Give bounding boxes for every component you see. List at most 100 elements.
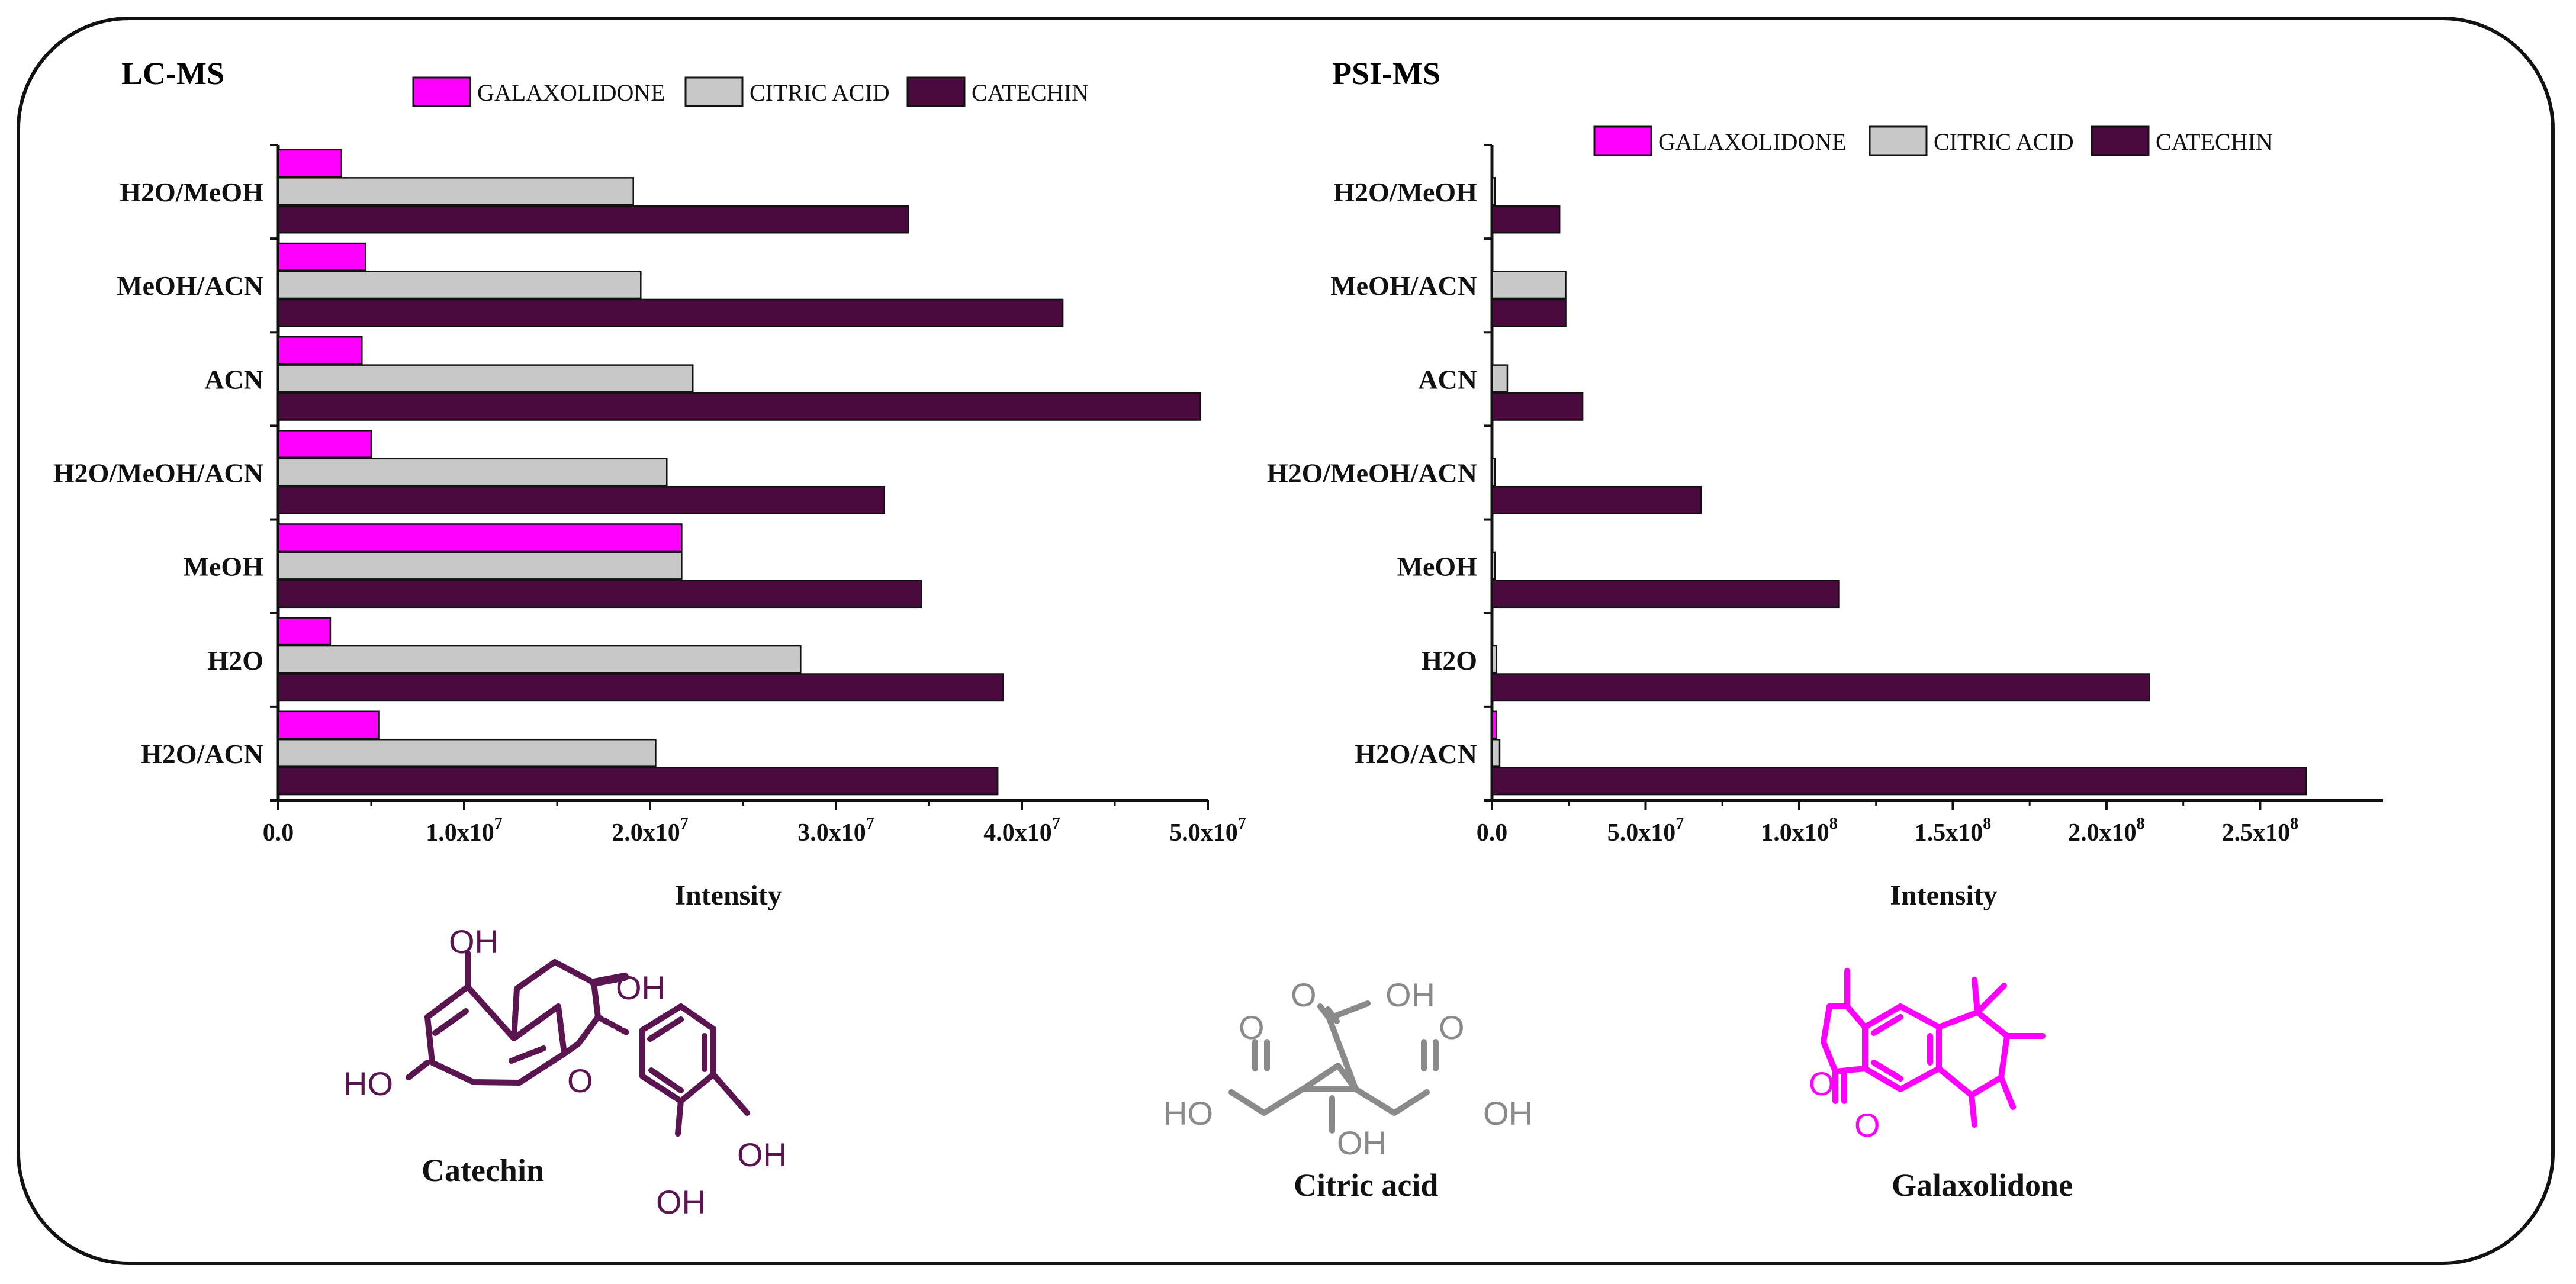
lcms-bar-citric-acid-meoh-acn — [277, 271, 642, 300]
lcms-panel: LC-MS GALAXOLIDONE CITRIC ACID CATECHIN … — [53, 56, 1246, 911]
lcms-x-tick-label-base: 1.0x10 — [426, 819, 494, 847]
lcms-bar-galaxolidone-h2o-meoh-acn — [277, 430, 372, 459]
catechin-oh-bottom-label: OH — [656, 1183, 706, 1221]
psims-x-tick-label-exponent: 8 — [1829, 815, 1838, 833]
psims-x-tick-label-base: 0.0 — [1477, 819, 1508, 847]
psims-x-tick-label-base: 2.0x10 — [2068, 819, 2137, 847]
lcms-x-tick-label-exponent: 7 — [1052, 815, 1060, 833]
catechin-structure: OH OH HO O OH OH Catechin — [343, 923, 787, 1221]
psims-x-tick-label-exponent: 8 — [1983, 815, 1991, 833]
psims-bar-catechin-h2o-meoh — [1491, 205, 1561, 234]
lcms-category-label-h2o-meoh: H2O/MeOH — [120, 177, 263, 207]
lcms-bar-citric-acid-h2o — [277, 645, 802, 674]
citric-oh-right-label: OH — [1483, 1095, 1533, 1132]
lcms-category-label-h2o-acn: H2O/ACN — [141, 739, 263, 769]
psims-bar-catechin-h2o-acn — [1491, 767, 2307, 796]
catechin-b-ring-double-bonds — [647, 1016, 707, 1093]
psims-bar-catechin-h2o — [1491, 673, 2150, 702]
citric-o-left-label: O — [1239, 1009, 1265, 1046]
psims-bar-catechin-acn — [1491, 392, 1584, 421]
catechin-ho-left-label: HO — [343, 1065, 393, 1102]
psims-legend-swatch-citric-acid — [1869, 125, 1928, 156]
citric-top-acid — [1317, 1000, 1371, 1024]
galaxolidone-benzene-double-bonds — [1871, 1014, 1933, 1082]
lcms-category-label-meoh: MeOH — [184, 552, 264, 582]
psims-category-label-meoh-acn: MeOH/ACN — [1330, 271, 1477, 301]
lcms-bar-catechin-h2o-meoh-acn — [277, 485, 885, 514]
psims-x-tick-label: 1.5x108 — [1915, 815, 1992, 847]
psims-bar-citric-acid-h2o-meoh — [1491, 177, 1496, 206]
psims-legend-swatch-galaxolidone — [1593, 125, 1652, 156]
galaxolidone-ring-o-label: O — [1809, 1065, 1835, 1102]
lcms-x-tick-label-exponent: 7 — [1238, 815, 1246, 833]
galaxolidone-structure: O O Galaxolidone — [1809, 968, 2073, 1203]
psims-bar-catechin-meoh-acn — [1491, 298, 1567, 327]
psims-x-tick-label: 5.0x107 — [1607, 815, 1684, 847]
lcms-x-tick-label: 2.0x107 — [612, 815, 689, 847]
psims-category-label-h2o: H2O — [1421, 645, 1477, 675]
catechin-oh-top-label: OH — [449, 923, 499, 960]
lcms-category-label-acn: ACN — [204, 364, 263, 394]
figure-frame — [17, 17, 2555, 1265]
psims-legend-label-citric-acid: CITRIC ACID — [1934, 128, 2074, 155]
lcms-bar-galaxolidone-h2o-meoh — [277, 149, 343, 178]
citric-ho-left-label: HO — [1163, 1095, 1213, 1132]
citric-oh-center-label: OH — [1337, 1124, 1387, 1161]
galaxolidone-cyclopentane — [1936, 1009, 2010, 1098]
lcms-x-tick-label-base: 2.0x10 — [612, 819, 680, 847]
psims-bar-catechin-meoh — [1491, 580, 1840, 609]
citric-left-carbonyl — [1252, 1039, 1270, 1071]
galaxolidone-lactone-ring — [1821, 1003, 1868, 1074]
psims-x-tick-label-exponent: 8 — [2290, 815, 2298, 833]
catechin-ring-o-label: O — [567, 1062, 593, 1099]
lcms-legend-label-catechin: CATECHIN — [972, 79, 1089, 106]
lcms-x-tick-label: 0.0 — [263, 819, 294, 847]
lcms-bar-catechin-h2o — [277, 673, 1004, 702]
lcms-x-tick-label-base: 5.0x10 — [1169, 819, 1238, 847]
psims-x-tick-label: 0.0 — [1477, 819, 1508, 847]
lcms-x-tick-label-exponent: 7 — [680, 815, 689, 833]
psims-x-tick-label-base: 2.5x10 — [2222, 819, 2291, 847]
psims-x-tick-label-exponent: 7 — [1675, 815, 1684, 833]
psims-category-label-meoh: MeOH — [1397, 552, 1478, 582]
lcms-bar-catechin-h2o-acn — [277, 767, 999, 796]
lcms-bar-citric-acid-meoh — [277, 551, 683, 580]
psims-category-label-h2o-acn: H2O/ACN — [1355, 739, 1477, 769]
psims-x-tick-label: 2.5x108 — [2222, 815, 2299, 847]
catechin-b-ring-oh-bonds — [675, 1071, 750, 1137]
lcms-x-axis-title: Intensity — [674, 880, 782, 911]
psims-bar-citric-acid-meoh-acn — [1491, 271, 1567, 300]
lcms-bar-citric-acid-h2o-meoh-acn — [277, 458, 668, 487]
citric-o-top-label: O — [1291, 976, 1317, 1013]
lcms-bar-catechin-meoh-acn — [277, 298, 1064, 327]
psims-legend: GALAXOLIDONE CITRIC ACID CATECHIN — [1593, 125, 2273, 156]
psims-category-label-h2o-meoh: H2O/MeOH — [1333, 177, 1477, 207]
lcms-bar-catechin-acn — [277, 392, 1201, 421]
psims-x-tick-label-base: 1.5x10 — [1915, 819, 1983, 847]
psims-x-tick-label-exponent: 8 — [2137, 815, 2145, 833]
citric-o-right-label: O — [1439, 1009, 1465, 1046]
lcms-bar-citric-acid-acn — [277, 364, 694, 393]
psims-bar-citric-acid-meoh — [1491, 551, 1496, 580]
lcms-bar-catechin-h2o-meoh — [277, 205, 909, 234]
lcms-x-tick-label-exponent: 7 — [866, 815, 874, 833]
lcms-x-tick-label: 3.0x107 — [797, 815, 874, 847]
lcms-legend-label-citric-acid: CITRIC ACID — [750, 79, 890, 106]
psims-bar-citric-acid-h2o-acn — [1491, 738, 1501, 767]
lcms-x-tick-label-base: 3.0x10 — [797, 819, 866, 847]
psims-legend-label-catechin: CATECHIN — [2156, 128, 2273, 155]
galaxolidone-name: Galaxolidone — [1892, 1167, 2073, 1203]
catechin-oh-c3-wedge — [590, 973, 629, 987]
lcms-legend-label-galaxolidone: GALAXOLIDONE — [477, 79, 665, 106]
lcms-category-label-h2o-meoh-acn: H2O/MeOH/ACN — [53, 458, 263, 488]
psims-x-axis-title: Intensity — [1890, 880, 1997, 911]
psims-bar-citric-acid-acn — [1491, 364, 1509, 393]
psims-category-label-acn: ACN — [1418, 364, 1477, 394]
psims-x-tick-label-base: 5.0x10 — [1607, 819, 1676, 847]
citric-right-carbonyl — [1421, 1039, 1439, 1071]
psims-plot-area: 0.0 5.0x107 1.0x108 1.5x108 2.0x108 2.5x108H2… — [1267, 144, 2383, 847]
lcms-category-label-h2o: H2O — [207, 645, 263, 675]
citric-center — [1300, 1015, 1359, 1092]
psims-panel: PSI-MS GALAXOLIDONE CITRIC ACID CATECHIN… — [1267, 56, 2383, 911]
lcms-bar-galaxolidone-meoh-acn — [277, 242, 366, 271]
